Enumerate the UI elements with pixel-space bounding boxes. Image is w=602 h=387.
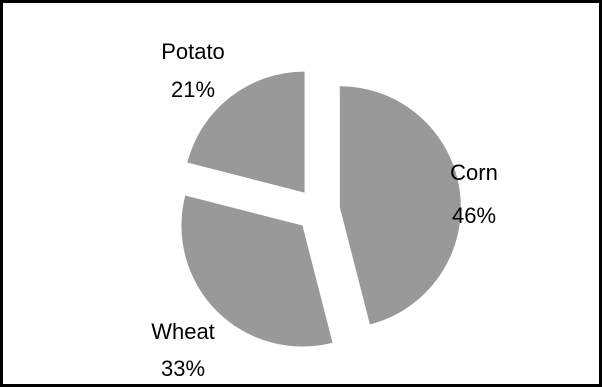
pie-slices [181,71,461,347]
pie-slice-wheat [181,195,333,347]
pie-slice-corn [339,86,461,325]
slice-percent-wheat: 33% [161,356,205,381]
slice-name-wheat: Wheat [151,319,215,344]
slice-label-potato: Potato 21% [161,39,225,102]
slice-name-corn: Corn [450,160,498,185]
slice-label-wheat: Wheat 33% [151,319,215,381]
slice-name-potato: Potato [161,39,225,64]
slice-percent-potato: 21% [171,77,215,102]
slice-percent-corn: 46% [452,203,496,228]
slice-label-corn: Corn 46% [450,160,498,228]
pie-slice-potato [187,71,305,193]
